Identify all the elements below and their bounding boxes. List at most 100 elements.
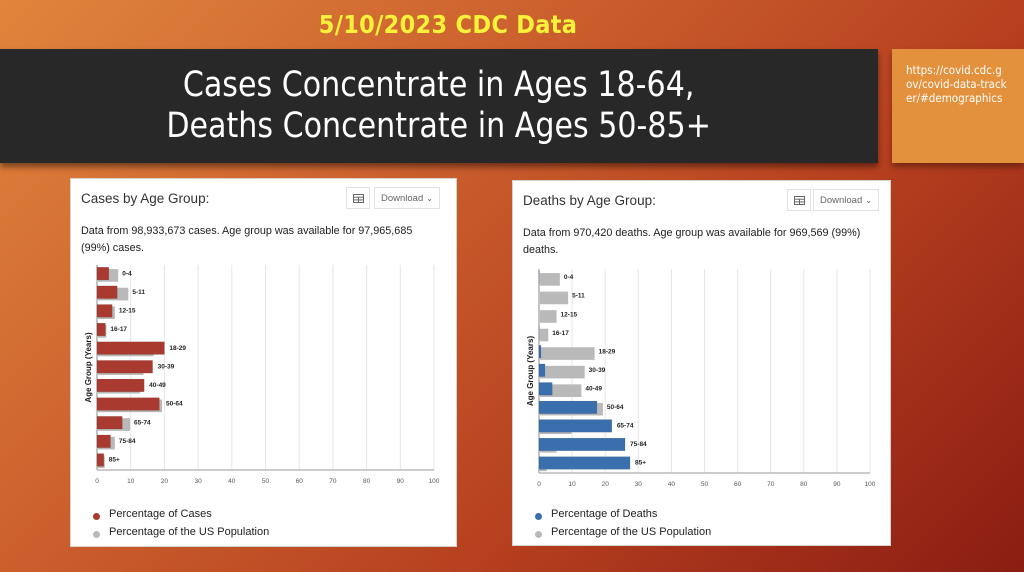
cases-panel-title: Cases by Age Group: — [81, 191, 210, 206]
x-tick-label: 70 — [767, 481, 775, 488]
x-tick-label: 60 — [296, 478, 304, 485]
category-label: 30-39 — [589, 367, 606, 374]
chevron-down-icon: ⌄ — [865, 195, 872, 205]
value-bar — [96, 304, 113, 318]
x-tick-label: 30 — [635, 481, 643, 488]
x-tick-label: 40 — [668, 481, 676, 488]
value-bar — [96, 360, 153, 374]
x-tick-label: 10 — [127, 478, 135, 485]
x-tick-label: 90 — [397, 478, 405, 485]
x-tick-label: 10 — [568, 481, 576, 488]
category-label: 65-74 — [617, 423, 634, 430]
population-bar — [540, 291, 569, 305]
category-label: 30-39 — [158, 363, 175, 370]
category-label: 75-84 — [630, 441, 647, 448]
cases-bar-chart: 0 10 20 30 40 50 60 70 80 90 100 Age Group (Years) 0… — [84, 265, 440, 485]
value-bar — [538, 345, 542, 359]
category-label: 12-15 — [561, 311, 578, 318]
value-bar — [538, 363, 546, 377]
value-bar — [96, 453, 104, 467]
deaths-legend: Percentage of Deaths Percentage of the U… — [535, 505, 711, 541]
x-tick-label: 0 — [95, 478, 99, 485]
legend-label: Percentage of Deaths — [551, 508, 658, 520]
value-bar — [96, 266, 110, 281]
value-bar — [96, 285, 118, 299]
population-bar — [540, 347, 595, 360]
slide-title-line-2: Deaths Concentrate in Ages 50-85+ — [166, 106, 712, 146]
cases-table-view-button[interactable] — [346, 187, 370, 209]
deaths-chart-panel: Deaths by Age Group: Download ⌄ Data fro… — [512, 180, 891, 546]
x-tick-label: 100 — [429, 478, 440, 485]
x-tick-label: 100 — [865, 481, 876, 488]
category-label: 75-84 — [119, 438, 136, 445]
x-tick-label: 0 — [537, 481, 541, 488]
category-label: 5-11 — [572, 293, 585, 300]
source-link[interactable]: https://covid.cdc.gov/covid-data-tracker… — [906, 63, 1007, 105]
legend-item-cases[interactable]: Percentage of Cases — [93, 505, 269, 523]
category-label: 40-49 — [149, 382, 166, 389]
value-bar — [538, 382, 553, 396]
x-tick-label: 80 — [363, 478, 371, 485]
x-tick-label: 30 — [194, 478, 202, 485]
value-bar — [538, 400, 598, 414]
legend-item-population[interactable]: Percentage of the US Population — [535, 523, 711, 541]
legend-label: Percentage of the US Population — [109, 526, 270, 538]
category-label: 85+ — [635, 460, 646, 467]
title-bar: Cases Concentrate in Ages 18-64, Deaths … — [0, 49, 878, 163]
value-bar — [538, 437, 626, 451]
x-tick-label: 40 — [228, 478, 236, 485]
legend-item-deaths[interactable]: Percentage of Deaths — [535, 505, 711, 523]
slide-subtitle: 5/10/2023 CDC Data — [318, 10, 578, 39]
slide-title-line-1: Cases Concentrate in Ages 18-64, — [183, 65, 695, 105]
x-tick-label: 70 — [329, 478, 337, 485]
category-label: 18-29 — [169, 345, 186, 352]
population-bar — [540, 365, 585, 379]
value-bar — [96, 416, 123, 430]
x-tick-label: 90 — [833, 481, 841, 488]
cases-download-button[interactable]: Download ⌄ — [374, 187, 440, 209]
y-axis-label: Age Group (Years) — [526, 336, 535, 407]
category-label: 5-11 — [132, 289, 145, 296]
x-tick-label: 50 — [701, 481, 709, 488]
deaths-download-button[interactable]: Download ⌄ — [813, 189, 879, 211]
value-bar — [538, 456, 631, 470]
category-label: 85+ — [109, 457, 120, 464]
deaths-panel-title: Deaths by Age Group: — [523, 193, 656, 208]
legend-dot-icon — [535, 531, 542, 538]
download-label: Download — [381, 192, 424, 204]
deaths-bar-chart: 0 10 20 30 40 50 60 70 80 90 100 Age Group (Years) 0… — [526, 269, 876, 488]
cases-chart-panel: Cases by Age Group: Download ⌄ Data from… — [70, 178, 457, 547]
legend-label: Percentage of the US Population — [551, 526, 712, 538]
category-label: 16-17 — [552, 330, 569, 337]
source-link-box: https://covid.cdc.gov/covid-data-tracker… — [892, 49, 1024, 163]
value-bar — [96, 322, 106, 337]
cases-description: Data from 98,933,673 cases. Age group wa… — [81, 225, 413, 254]
population-bar — [540, 273, 560, 286]
download-label: Download — [820, 194, 863, 206]
category-label: 18-29 — [599, 348, 616, 355]
legend-item-population[interactable]: Percentage of the US Population — [93, 523, 269, 541]
category-label: 40-49 — [585, 385, 602, 392]
value-bar — [538, 419, 613, 433]
value-bar — [96, 341, 165, 355]
x-tick-label: 50 — [262, 478, 270, 485]
y-axis-label: Age Group (Years) — [84, 332, 93, 403]
slide-title: Cases Concentrate in Ages 18-64, Deaths … — [167, 65, 712, 147]
category-label: 0-4 — [122, 270, 132, 277]
category-label: 16-17 — [110, 326, 127, 333]
population-bar — [540, 310, 557, 323]
table-icon — [352, 193, 364, 203]
value-bar — [96, 434, 111, 448]
legend-dot-icon — [535, 513, 542, 520]
chevron-down-icon: ⌄ — [426, 193, 433, 203]
x-tick-label: 20 — [161, 478, 169, 485]
category-label: 50-64 — [607, 404, 624, 411]
population-bar — [540, 328, 549, 342]
category-label: 12-15 — [119, 308, 136, 315]
cases-legend: Percentage of Cases Percentage of the US… — [93, 505, 269, 541]
category-label: 50-64 — [166, 401, 183, 408]
deaths-table-view-button[interactable] — [787, 189, 811, 211]
category-label: 0-4 — [564, 274, 574, 281]
legend-dot-icon — [93, 531, 100, 538]
value-bar — [96, 397, 160, 411]
